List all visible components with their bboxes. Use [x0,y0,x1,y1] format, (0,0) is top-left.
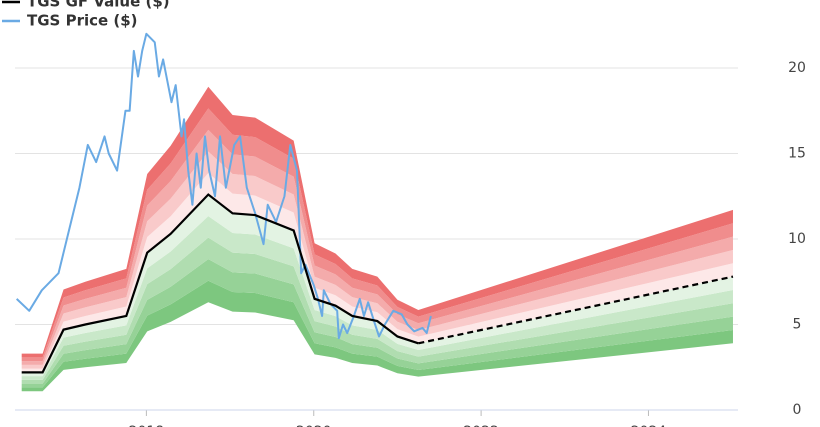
price-line [15,32,432,340]
legend-label: TGS Price ($) [27,12,138,30]
gf-value-line [21,193,419,374]
legend-label: TGS GF Value ($) [27,0,170,11]
y-tick-label: 10 [788,231,806,247]
y-tick-label: 15 [788,146,806,162]
x-tick-label: 2020 [296,424,332,427]
y-tick-label: 0 [793,402,802,418]
gf-projection-line [418,275,734,345]
x-tick-label: 2022 [463,424,499,427]
y-tick-label: 20 [788,60,806,76]
x-tick-label: 2024 [631,424,667,427]
y-tick-label: 5 [793,317,802,333]
x-tick-label: 2018 [129,424,165,427]
